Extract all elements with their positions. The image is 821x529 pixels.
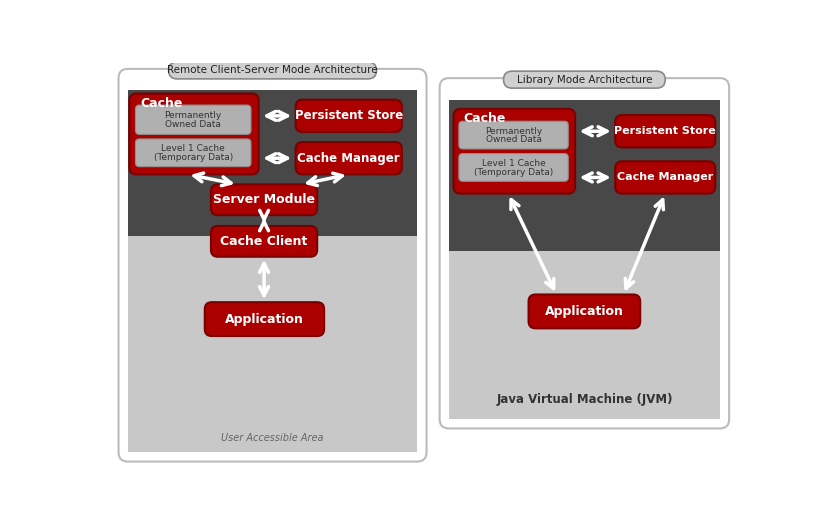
Text: Cache Client: Cache Client [220,235,308,248]
Bar [128,236,417,452]
Text: Level 1 Cache: Level 1 Cache [482,159,545,168]
Text: Java Virtual Machine (JVM): Java Virtual Machine (JVM) [496,393,672,406]
Text: Library Mode Architecture: Library Mode Architecture [516,75,652,85]
FancyBboxPatch shape [459,121,568,149]
Text: Persistent Store: Persistent Store [614,126,716,136]
FancyBboxPatch shape [211,226,317,257]
Text: Owned Data: Owned Data [165,120,221,129]
FancyBboxPatch shape [118,69,427,462]
Text: Remote Client-Server Mode Architecture: Remote Client-Server Mode Architecture [167,66,378,76]
FancyBboxPatch shape [459,153,568,181]
FancyBboxPatch shape [135,105,251,134]
FancyBboxPatch shape [296,142,402,175]
Text: Application: Application [225,313,304,326]
FancyBboxPatch shape [168,62,377,79]
Text: Cache: Cache [140,97,183,110]
Text: Persistent Store: Persistent Store [295,110,403,122]
Text: User Accessible Area: User Accessible Area [222,433,323,443]
Text: (Temporary Data): (Temporary Data) [154,153,233,162]
Text: Cache Manager: Cache Manager [297,152,400,165]
Bar [128,90,417,236]
FancyBboxPatch shape [135,139,251,167]
FancyBboxPatch shape [204,302,324,336]
Bar [449,251,720,419]
Bar [449,99,720,251]
FancyBboxPatch shape [453,109,576,194]
FancyBboxPatch shape [439,78,729,428]
Text: Permanently: Permanently [164,111,222,120]
FancyBboxPatch shape [503,71,665,88]
Text: Cache: Cache [463,113,506,125]
FancyBboxPatch shape [615,115,715,148]
Text: Owned Data: Owned Data [485,135,542,144]
FancyBboxPatch shape [211,185,317,215]
FancyBboxPatch shape [130,94,259,175]
FancyBboxPatch shape [615,161,715,194]
Text: (Temporary Data): (Temporary Data) [474,168,553,177]
Text: Permanently: Permanently [485,127,542,136]
Text: Application: Application [545,305,624,318]
Text: Cache Manager: Cache Manager [617,172,713,183]
FancyBboxPatch shape [296,99,402,132]
FancyBboxPatch shape [529,295,640,329]
Text: Server Module: Server Module [213,193,315,206]
Text: Level 1 Cache: Level 1 Cache [162,144,225,153]
